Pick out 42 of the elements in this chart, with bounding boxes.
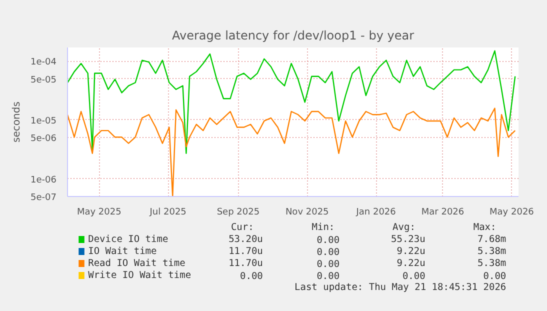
y-axis-title: seconds — [12, 102, 23, 142]
x-tick-label: Jan 2026 — [355, 208, 396, 218]
text: 5.38m — [478, 258, 506, 269]
x-tick-label: May 2025 — [76, 208, 122, 218]
text: 0.00 — [240, 271, 264, 282]
x-tick-label: Nov 2025 — [285, 208, 329, 218]
text: Avg: — [392, 222, 416, 233]
legend-label: Write IO Wait time — [88, 270, 192, 281]
x-tick-label: Sep 2025 — [216, 208, 260, 218]
y-tick-label: 5e-07 — [30, 193, 57, 203]
text: 0.00 — [483, 271, 506, 282]
x-tick-label: Mar 2026 — [421, 208, 464, 218]
y-tick-label: 5e-06 — [30, 134, 57, 144]
text: 11.70u — [228, 246, 263, 257]
text: Max: — [473, 222, 496, 233]
text: 0.00 — [316, 235, 340, 246]
text: 9.22u — [396, 246, 426, 257]
text: 0.00 — [316, 271, 340, 282]
legend-label: IO Wait time — [88, 246, 158, 257]
text: 0.00 — [316, 247, 340, 258]
text: Cur: — [230, 222, 254, 233]
x-tick-label: May 2026 — [490, 208, 534, 218]
y-tick-label: 5e-05 — [30, 75, 57, 86]
chart-title: Average latency for /dev/loop1 - by year — [172, 28, 414, 42]
text: 9.22u — [396, 258, 426, 269]
text: 5.38m — [478, 246, 506, 257]
text: 7.68m — [478, 234, 506, 245]
text: 0.00 — [402, 271, 426, 282]
text: Last update: Thu May 21 18:45:31 2026 — [294, 282, 506, 293]
line-series — [68, 50, 516, 154]
text: 11.70u — [228, 258, 263, 269]
line-series — [68, 108, 516, 196]
y-tick-label: 1e-05 — [30, 116, 57, 126]
y-tick-label: 1e-06 — [30, 175, 57, 186]
x-tick-label: Jul 2025 — [148, 208, 186, 218]
legend-label: Device IO time — [88, 234, 168, 245]
text: 53.20u — [228, 234, 263, 245]
text: Min: — [312, 222, 335, 233]
text: 55.23u — [391, 234, 426, 245]
text: 0.00 — [316, 259, 340, 270]
legend-label: Read IO Wait time — [88, 258, 186, 269]
y-tick-label: 1e-04 — [30, 58, 57, 68]
